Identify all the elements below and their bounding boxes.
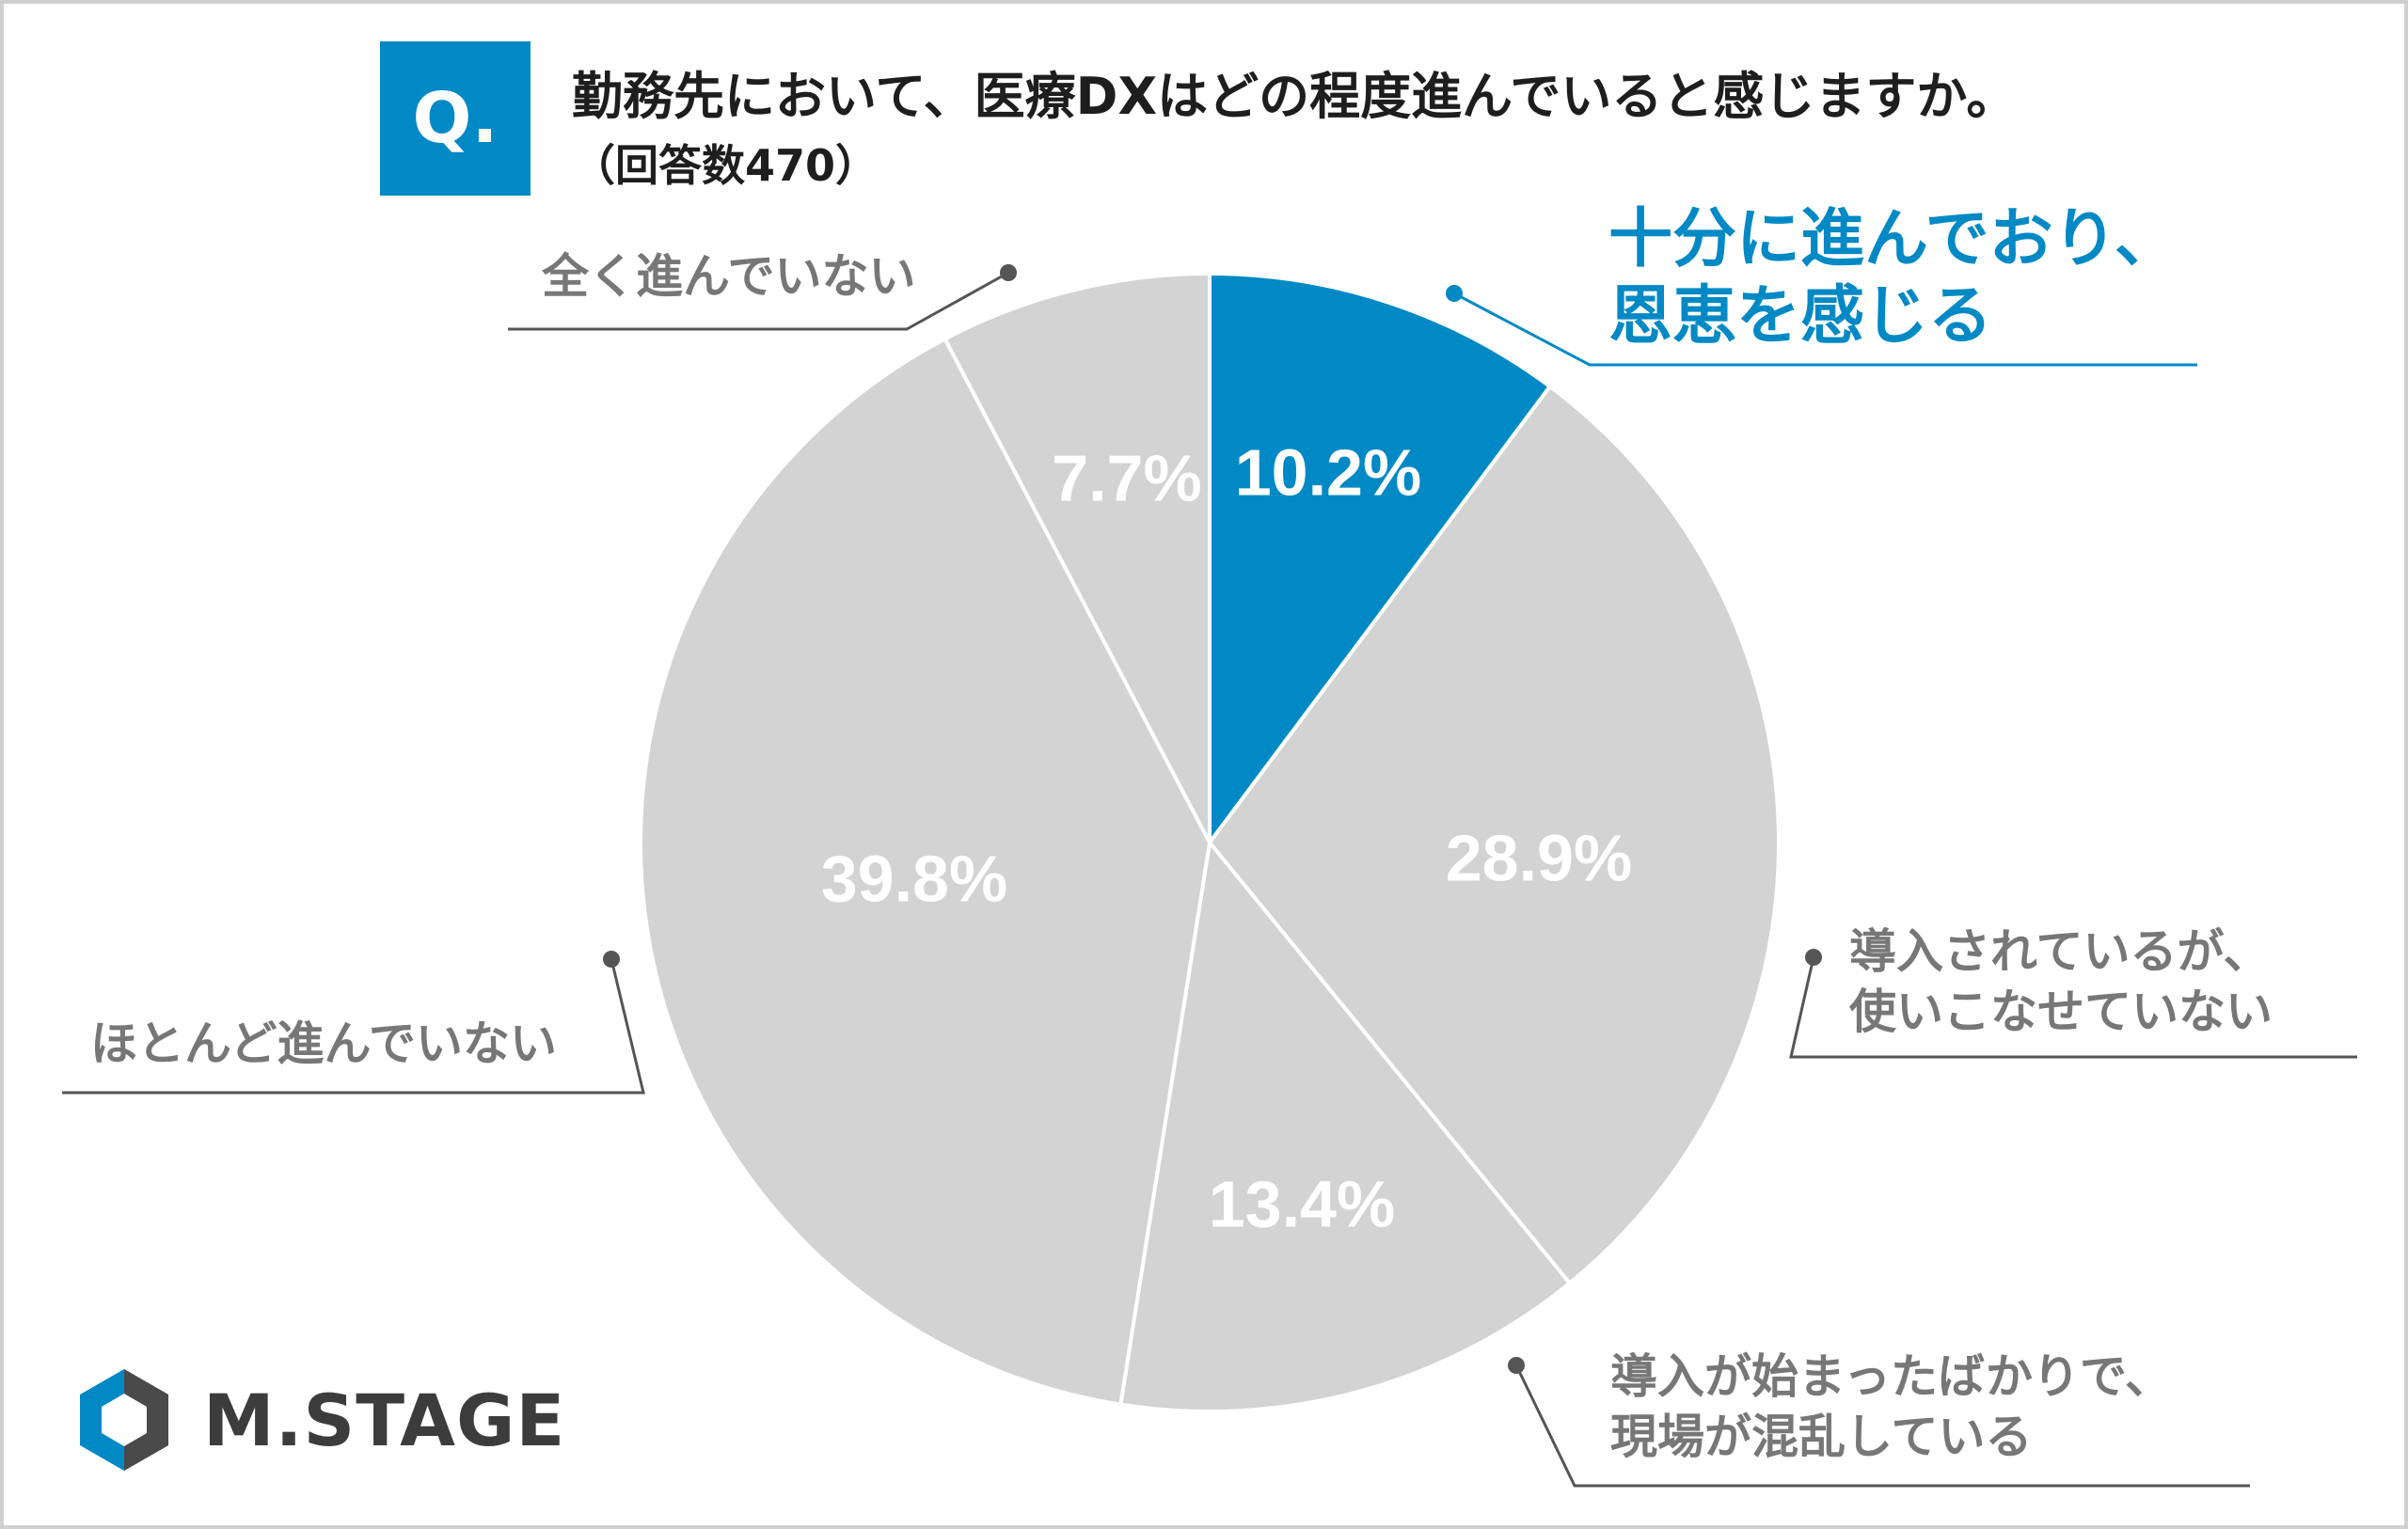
leader-dot-2 (1805, 949, 1822, 966)
hexagon-logo-icon (80, 1369, 168, 1471)
leader-dot-1 (1446, 285, 1463, 302)
leader-dot-4 (603, 951, 620, 968)
category-label-line: ほとんど進んでいない (90, 1017, 557, 1071)
response-count: （回答数470） (572, 140, 879, 191)
leader-line-4 (62, 958, 645, 1095)
category-label-line: 現場が混乱している (1610, 1410, 2033, 1464)
category-label-5: 全く進んでいない (542, 246, 916, 307)
leader-dot-3 (1508, 1357, 1525, 1374)
category-label-line: 導入が始まったばかりで、 (1610, 1349, 2172, 1404)
question-badge: Q. (380, 41, 531, 196)
pie-slice-5 (942, 271, 1212, 843)
leader-line-1 (1453, 292, 2197, 367)
question-text: 勤務先において、医療DXはどの程度進んでいると感じますか。 (572, 67, 2018, 126)
pie-slice-1 (1208, 271, 1553, 849)
leader-line-2 (1789, 956, 2357, 1059)
category-label-1: 十分に進んでおり、 恩恵を感じる (1608, 201, 2178, 355)
leader-line-5 (508, 271, 1009, 331)
slice-value-label-4: 39.8% (821, 842, 1007, 915)
category-label-3: 導入が始まったばかりで、 現場が混乱している (1610, 1347, 2172, 1467)
category-label-line: 全く進んでいない (542, 249, 916, 304)
leader-line-3 (1514, 1364, 2250, 1488)
slice-value-label-1: 10.2% (1235, 435, 1421, 509)
category-label-2: 導入されているが、 使いこなせていない (1849, 922, 2273, 1042)
category-label-line: 恩恵を感じる (1608, 279, 1993, 354)
slice-value-label-5: 7.7% (1052, 441, 1202, 514)
category-label-line: 導入されているが、 (1849, 924, 2271, 979)
leader-dot-5 (1000, 264, 1017, 281)
pie-slice-3 (1118, 838, 1573, 1413)
category-label-line: 使いこなせていない (1849, 985, 2273, 1039)
pie-slice-2 (1207, 384, 1781, 1286)
logo-text: M.STAGE (203, 1378, 566, 1462)
category-label-4: ほとんど進んでいない (90, 1014, 557, 1074)
slice-value-label-3: 13.4% (1209, 1167, 1395, 1240)
logo: M.STAGE (70, 1365, 565, 1474)
pie-slice-4 (639, 336, 1212, 1407)
category-label-line: 十分に進んでおり、 (1608, 202, 2178, 276)
slice-value-label-2: 28.9% (1446, 821, 1632, 894)
